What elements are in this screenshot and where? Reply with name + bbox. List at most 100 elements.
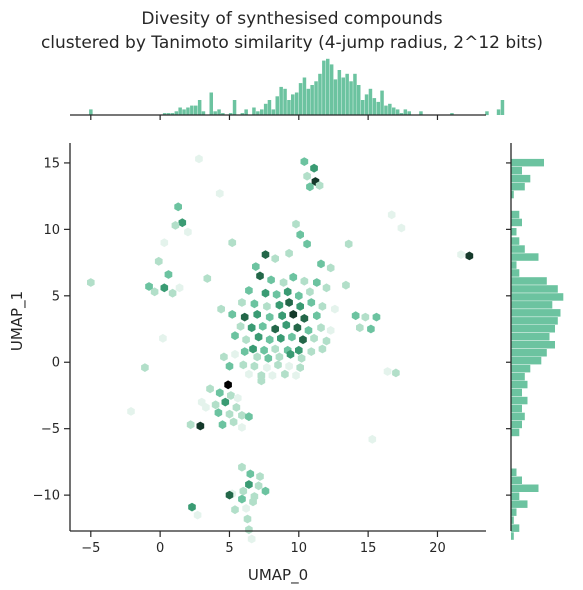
hexbin-5	[306, 182, 314, 192]
marginal-x-bar-53	[291, 94, 295, 115]
hexbin-157	[188, 502, 196, 512]
hexbin-13	[397, 223, 406, 233]
hexbin-106	[286, 349, 295, 359]
hexbin-67	[300, 314, 309, 323]
marginal-y-bar-28	[511, 396, 528, 405]
hexbin-147	[256, 472, 264, 481]
marginal-x-bar-50	[279, 86, 283, 115]
hexbin-98	[307, 347, 316, 356]
marginal-y-bar-0	[511, 158, 544, 167]
hexbin-83	[231, 331, 239, 341]
hexbin-119	[292, 371, 300, 380]
hexbin-3	[303, 171, 311, 181]
hexbin-162	[245, 525, 253, 535]
hexbin-59	[331, 304, 339, 314]
hexbin-85	[254, 332, 263, 342]
marginal-y-bar-36	[511, 492, 520, 500]
hexbin-92	[159, 333, 167, 343]
marginal-y-bar-12	[511, 269, 520, 277]
hexbin-90	[310, 333, 318, 343]
hexbin-146	[246, 469, 255, 479]
marginal-x-bar-27	[190, 105, 194, 115]
hexbin-148	[245, 480, 253, 489]
marginal-x-bar-23	[174, 111, 179, 116]
marginal-y-bar-41	[511, 532, 514, 540]
hexbin-88	[288, 332, 296, 342]
hexbin-117	[268, 371, 277, 380]
marginal-x-bar-20	[162, 113, 167, 115]
hexbin-86	[265, 335, 274, 345]
marginal-y-bar-10	[511, 253, 539, 261]
marginal-x-bar-73	[368, 88, 373, 116]
marginal-x-bar-54	[294, 92, 299, 115]
hexbin-1	[300, 157, 309, 166]
marginal-x-bar-81	[399, 113, 404, 115]
marginal-x-bar-21	[166, 113, 171, 115]
marginal-y-bar-2	[511, 174, 531, 183]
marginal-x-bar-68	[349, 81, 353, 116]
hexbin-2	[310, 163, 318, 173]
hexbin-123	[227, 391, 235, 400]
marginal-y-histogram	[506, 143, 564, 540]
marginal-x-bar-75	[376, 101, 380, 115]
hexbin-39	[279, 278, 288, 287]
hexbin-51	[238, 298, 246, 307]
hexbin-40	[289, 272, 298, 282]
marginal-y-bar-31	[511, 420, 522, 429]
hexbin-125	[234, 393, 242, 403]
hexbin-89	[299, 335, 307, 345]
x-tick-label-3: 10	[291, 541, 308, 556]
hexbin-107	[297, 353, 306, 363]
marginal-x-bar-49	[275, 96, 279, 116]
marginal-x-bar-56	[302, 77, 307, 115]
hexbin-27	[465, 251, 474, 261]
hexbin-58	[318, 302, 327, 311]
marginal-x-bar-51	[283, 88, 287, 116]
hexbin-23	[252, 262, 260, 271]
marginal-x-bar-25	[182, 109, 186, 115]
marginal-x-bar-67	[345, 73, 349, 116]
hexbin-11	[184, 227, 192, 237]
hexbin-118	[281, 369, 289, 379]
marginal-x-bar-107	[500, 100, 505, 115]
main-axes: −5 0 5 10 15 20 −10 −5 0 5 10 15	[33, 143, 486, 556]
hexbin-10	[171, 221, 180, 230]
marginal-y-bar-39	[511, 516, 514, 524]
marginal-y-bar-13	[511, 277, 547, 285]
marginal-y-bar-8	[511, 237, 520, 245]
marginal-y-bar-29	[511, 404, 522, 413]
hexbin-81	[356, 323, 364, 333]
marginal-x-bar-103	[485, 111, 489, 116]
hexbin-36	[175, 283, 184, 293]
hexbin-8	[174, 202, 182, 212]
marginal-x-bar-24	[178, 107, 182, 115]
hexbin-114	[296, 363, 304, 372]
hexbin-68	[313, 311, 321, 321]
marginal-x-bar-35	[221, 113, 225, 115]
marginal-y-bar-20	[511, 333, 550, 341]
marginal-x-bar-28	[194, 105, 198, 115]
hexbin-0	[195, 154, 203, 164]
x-axis-label: UMAP_0	[248, 566, 308, 585]
marginal-x-bar-60	[318, 73, 322, 116]
marginal-y-bar-35	[511, 484, 539, 492]
marginal-x-bar-29	[197, 100, 202, 115]
hexbin-140	[186, 420, 195, 430]
hexbin-129	[202, 403, 210, 412]
hexbin-64	[265, 312, 274, 322]
hexbin-72	[236, 322, 245, 331]
hexbin-82	[367, 324, 375, 334]
y-tick-label-3: 5	[52, 289, 60, 304]
marginal-x-bar-41	[244, 109, 248, 115]
hexbin-142	[229, 417, 238, 427]
y-axis-label: UMAP_1	[8, 291, 27, 351]
hexbin-52	[250, 299, 259, 309]
marginal-x-bar-74	[372, 98, 377, 115]
hexbin-110	[250, 361, 259, 371]
hexbin-128	[232, 403, 241, 412]
marginal-y-bar-17	[511, 309, 561, 317]
hexbin-112	[274, 360, 282, 370]
marginal-y-bar-7	[511, 228, 517, 236]
marginal-x-bar-72	[364, 94, 369, 115]
